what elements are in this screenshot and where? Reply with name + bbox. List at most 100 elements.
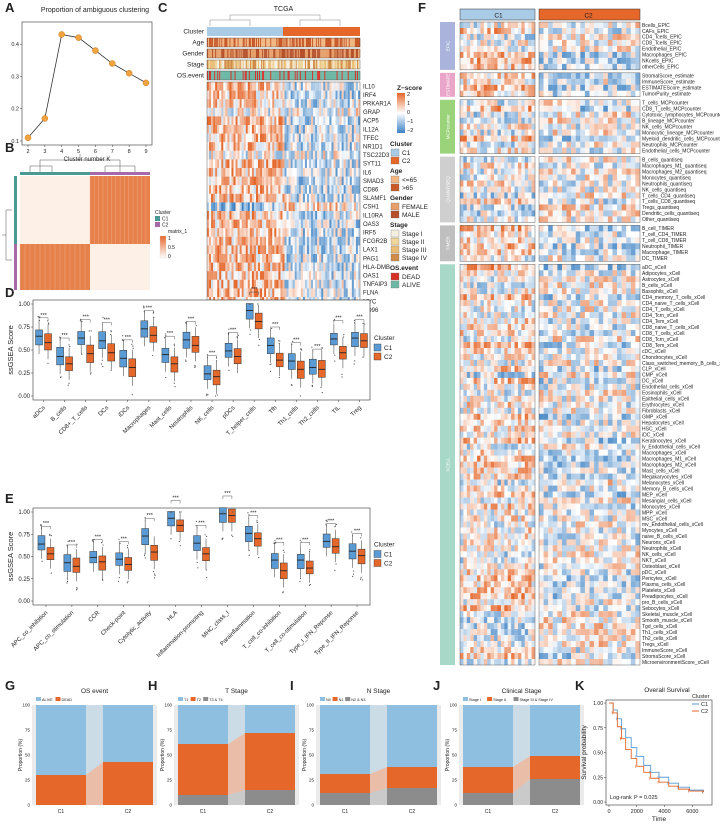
heatmap-cell xyxy=(349,262,352,272)
heatmap-cell xyxy=(571,45,576,53)
annotation-cell xyxy=(317,60,319,69)
heatmap-cell xyxy=(243,142,246,151)
heatmap-cell xyxy=(323,99,326,108)
annotation-cell xyxy=(216,71,218,80)
heatmap-cell xyxy=(296,82,299,91)
heatmap-cell xyxy=(306,116,310,126)
annotation-cell xyxy=(297,49,299,58)
heatmap-cell xyxy=(313,236,316,246)
annotation-cell xyxy=(266,49,268,58)
heatmap-cell xyxy=(621,111,627,118)
annotation-cell xyxy=(266,60,268,69)
annotation-cell xyxy=(295,38,297,47)
heatmap-cell xyxy=(292,245,295,255)
outlier-point xyxy=(173,382,175,384)
heatmap-cell xyxy=(223,99,226,108)
heatmap-cell xyxy=(598,162,604,169)
annotation-cell xyxy=(242,49,244,58)
heatmap-cell xyxy=(603,180,608,187)
heatmap-cell xyxy=(460,168,464,175)
heatmap-cell xyxy=(290,211,293,220)
heatmap-cell xyxy=(353,202,357,212)
annotation-cell xyxy=(250,60,253,69)
heatmap-cell xyxy=(339,245,342,255)
heatmap-cell xyxy=(575,27,581,35)
annotation-cell xyxy=(246,38,248,47)
heatmap-cell xyxy=(207,150,210,160)
heatmap-cell xyxy=(603,231,608,238)
heatmap-cell xyxy=(343,168,346,177)
heatmap-cell xyxy=(247,254,250,263)
heatmap-cell xyxy=(500,198,505,205)
heatmap-cell xyxy=(635,111,641,118)
heatmap-cell xyxy=(280,202,283,212)
heatmap-cell xyxy=(584,27,590,35)
annotation-cell xyxy=(209,49,211,58)
heatmap-cell xyxy=(561,90,567,97)
heatmap-cell xyxy=(500,51,505,58)
heatmap-cell xyxy=(247,279,250,289)
annotation-cell xyxy=(315,71,317,80)
data-point xyxy=(24,134,32,142)
heatmap-cell xyxy=(292,168,295,177)
heatmap-cell xyxy=(292,150,295,160)
heatmap-cell xyxy=(309,107,312,117)
heatmap-cell xyxy=(494,90,498,97)
heatmap-cell xyxy=(598,231,604,238)
annotation-cell xyxy=(340,38,342,47)
heatmap-cell xyxy=(626,129,631,136)
panel-letter-k: K xyxy=(575,678,585,693)
heatmap-cell xyxy=(209,133,212,143)
heatmap-cell xyxy=(617,84,622,91)
heatmap-cell xyxy=(325,168,328,177)
heatmap-cell xyxy=(514,147,519,154)
heatmap-cell xyxy=(507,147,512,154)
heatmap-cell xyxy=(247,159,250,169)
heatmap-cell xyxy=(500,99,505,106)
heatmap-cell xyxy=(521,117,525,124)
heatmap-cell xyxy=(497,141,502,148)
heatmap-cell xyxy=(473,78,478,85)
outlier-point xyxy=(309,583,311,586)
heatmap-cell xyxy=(217,99,220,108)
heatmap-cell xyxy=(351,236,354,246)
heatmap-cell xyxy=(460,27,464,35)
annotation-cell xyxy=(256,60,259,69)
heatmap-cell xyxy=(249,202,252,212)
heatmap-cell xyxy=(347,125,350,134)
heatmap-cell xyxy=(280,125,283,134)
outlier-point xyxy=(282,591,284,594)
heatmap-cell xyxy=(266,185,269,194)
heatmap-cell xyxy=(575,231,581,238)
heatmap-cell xyxy=(276,150,279,160)
heatmap-cell xyxy=(580,162,586,169)
outlier-point xyxy=(334,526,336,528)
annotation-cell xyxy=(238,49,240,58)
heatmap-cell xyxy=(335,133,338,143)
heatmap-cell xyxy=(315,279,318,289)
heatmap-cell xyxy=(280,245,283,255)
heatmap-cell xyxy=(247,271,250,280)
heatmap-cell xyxy=(241,245,244,255)
heatmap-cell xyxy=(272,142,275,151)
significance-bracket xyxy=(102,322,112,326)
heatmap-cell xyxy=(557,180,563,187)
heatmap-cell xyxy=(477,39,481,47)
heatmap-cell xyxy=(511,174,515,181)
category-label: Type_I_IFN_Reponse xyxy=(289,610,335,656)
heatmap-cell xyxy=(333,142,336,151)
heatmap-cell xyxy=(217,219,220,229)
heatmap-cell xyxy=(521,51,525,58)
heatmap-cell xyxy=(511,111,515,118)
heatmap-cell xyxy=(255,176,259,186)
annotation-cell xyxy=(288,49,290,58)
annotation-cell xyxy=(354,49,357,58)
heatmap-cell xyxy=(347,82,350,91)
heatmap-cell xyxy=(473,63,478,70)
heatmap-cell xyxy=(594,105,599,112)
heatmap-cell xyxy=(255,271,259,280)
heatmap-cell xyxy=(473,129,478,136)
significance-label: *** xyxy=(293,338,300,344)
heatmap-cell xyxy=(621,22,627,29)
outlier-point xyxy=(153,316,155,318)
